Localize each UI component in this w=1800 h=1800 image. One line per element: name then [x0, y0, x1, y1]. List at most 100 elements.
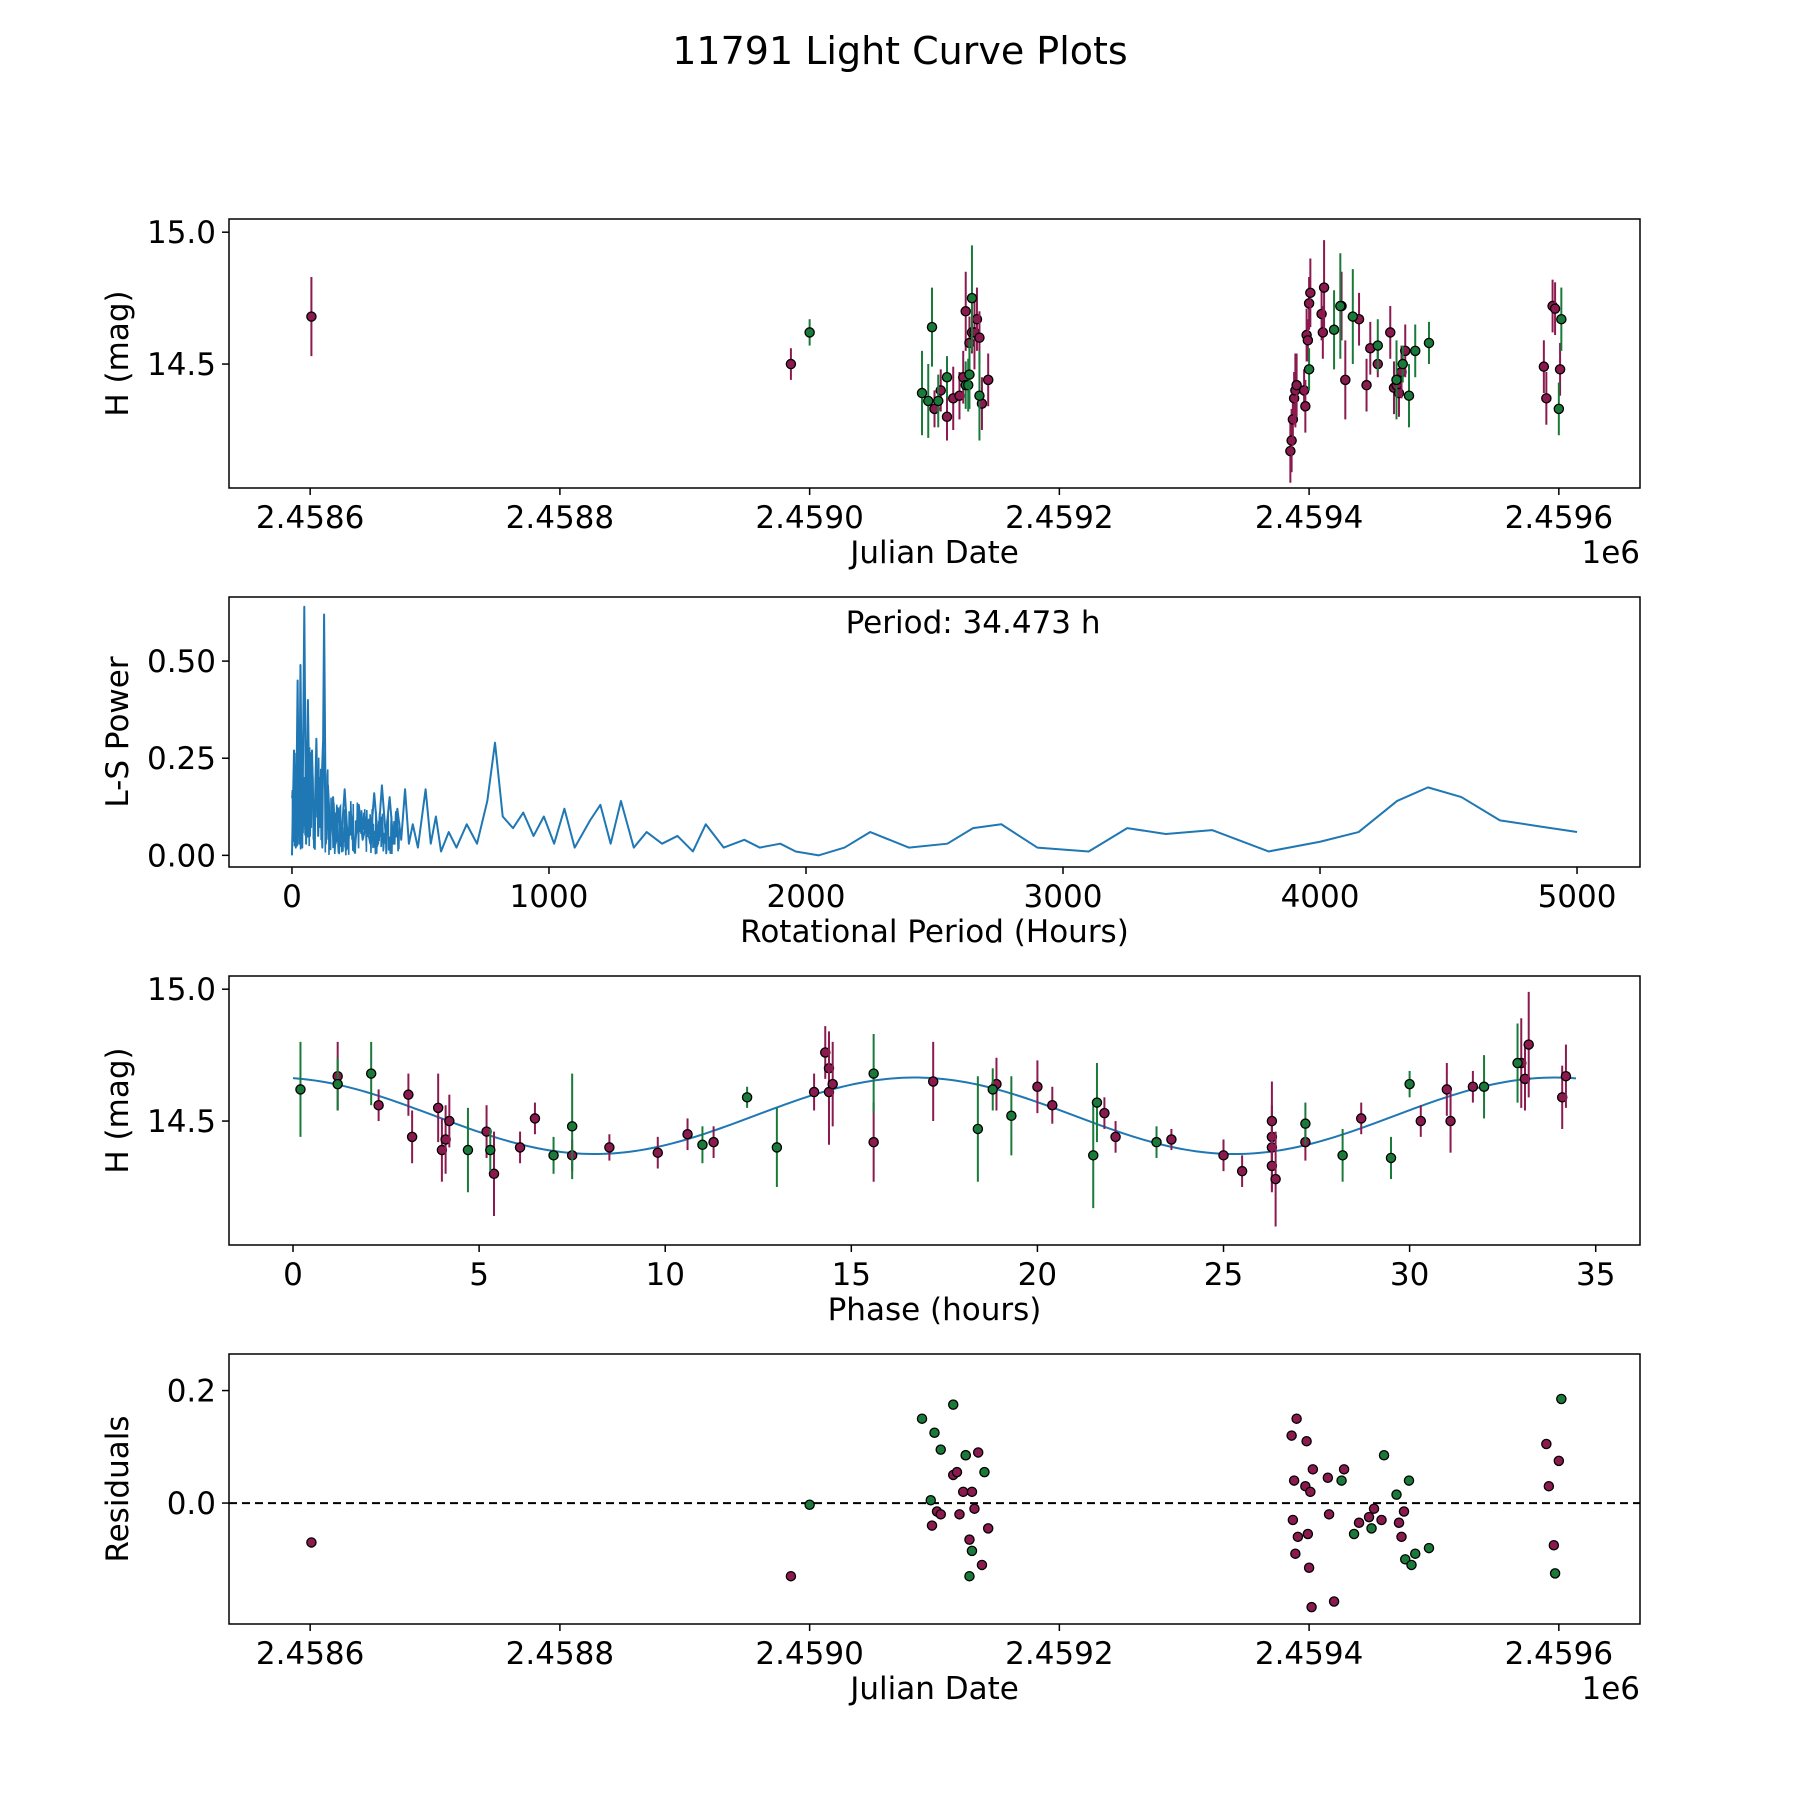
residuals-point: [1423, 1542, 1435, 1554]
phased-point: [485, 1144, 496, 1156]
phased-point: [1560, 1070, 1572, 1082]
lightcurve-point: [1291, 379, 1302, 391]
lightcurve-ylabel: H (mag): [100, 290, 136, 416]
lightcurve-point: [941, 411, 953, 423]
phased-point: [332, 1078, 343, 1090]
periodogram-xtick-label: 3000: [1024, 879, 1103, 915]
residuals-point: [935, 1444, 946, 1455]
periodogram-power-noise: [291, 740, 401, 856]
phased-xtick-label: 35: [1576, 1257, 1615, 1293]
periodogram-ytick-label: 0.50: [147, 644, 216, 680]
residuals-point: [1353, 1517, 1365, 1529]
residuals-point: [1406, 1559, 1417, 1571]
residuals-point: [957, 1486, 969, 1498]
phased-point: [1047, 1099, 1058, 1111]
lightcurve-ytick-label: 14.5: [147, 347, 216, 383]
phased-point: [1523, 1039, 1534, 1050]
residuals-xtick-label: 2.4586: [256, 1636, 364, 1672]
periodogram-xtick-label: 2000: [767, 879, 846, 915]
lightcurve-point: [1347, 311, 1359, 322]
periodogram-ytick-label: 0.25: [147, 741, 216, 777]
lightcurve-point: [1538, 361, 1550, 372]
residuals-ylabel: Residuals: [100, 1415, 136, 1562]
lightcurve-point: [1303, 364, 1315, 375]
lightcurve-point: [1391, 374, 1402, 386]
residuals-point: [966, 1486, 978, 1498]
residuals-point: [1548, 1540, 1560, 1551]
phased-xtick-label: 15: [832, 1257, 871, 1293]
phased-xtick-label: 0: [283, 1257, 303, 1293]
phased-xtick-label: 10: [645, 1257, 684, 1293]
lightcurve-point: [1554, 364, 1566, 375]
lightcurve-xtick-label: 2.4596: [1505, 500, 1613, 536]
phased-ylabel: H (mag): [100, 1047, 136, 1173]
phased-point: [1087, 1150, 1099, 1161]
residuals-point: [1366, 1523, 1377, 1534]
phased-point: [488, 1168, 500, 1180]
phased-point: [604, 1142, 615, 1153]
phased-panel: 0 5 10 15 20 25 30 35 14.5 15.0 Phase (hours) H (ma…: [100, 972, 1641, 1328]
residuals-point: [954, 1509, 965, 1520]
residuals-point: [960, 1450, 971, 1461]
phased-ytick-label: 15.0: [147, 972, 216, 1008]
residuals-point: [1409, 1548, 1421, 1559]
phased-point: [1445, 1115, 1456, 1127]
periodogram-period-annotation: Period: 34.473 h: [846, 605, 1101, 641]
residuals-point: [1396, 1531, 1407, 1543]
lightcurve-frame: [228, 218, 1641, 489]
residuals-point: [976, 1559, 988, 1571]
residuals-point: [1301, 1435, 1312, 1447]
phased-point: [529, 1113, 541, 1124]
residuals-point: [1305, 1486, 1316, 1498]
residuals-ytick-label: 0.2: [167, 1374, 216, 1410]
lightcurve-point: [923, 395, 934, 407]
residuals-point: [1290, 1548, 1301, 1559]
phased-xtick-label: 20: [1018, 1257, 1057, 1293]
phased-point: [1404, 1078, 1415, 1090]
phased-point: [868, 1136, 879, 1148]
lightcurve-point: [960, 306, 971, 317]
phased-frame: [228, 975, 1641, 1246]
residuals-xtick-label: 2.4588: [506, 1636, 614, 1672]
residuals-point: [1336, 1475, 1347, 1486]
residuals-point: [926, 1520, 938, 1531]
residuals-frame: [228, 1353, 1641, 1625]
lightcurve-xtick-label: 2.4588: [506, 500, 614, 536]
residuals-point: [947, 1399, 959, 1410]
phased-point: [1512, 1057, 1523, 1069]
lightcurve-point: [1553, 403, 1565, 415]
lightcurve-point: [941, 371, 953, 383]
lightcurve-point: [1556, 313, 1567, 325]
periodogram-panel: Period: 34.473 h 0 1000 2000 3000 4000 5000 0.0…: [100, 596, 1641, 950]
lightcurve-point: [1318, 282, 1330, 293]
phased-point: [1110, 1131, 1121, 1143]
residuals-point: [951, 1466, 963, 1478]
phased-point: [708, 1136, 719, 1148]
residuals-point: [979, 1466, 990, 1478]
residuals-point: [1393, 1517, 1405, 1529]
phased-point: [1467, 1081, 1479, 1093]
lightcurve-offset-label: 1e6: [1581, 535, 1640, 571]
residuals-point: [1323, 1509, 1335, 1520]
lightcurve-xtick-label: 2.4590: [755, 500, 863, 536]
residuals-xtick-label: 2.4590: [755, 1636, 863, 1672]
phased-point: [1266, 1115, 1278, 1127]
residuals-plot-area: [229, 1393, 1640, 1613]
phased-point: [403, 1089, 414, 1100]
phased-point: [548, 1150, 559, 1161]
residuals-point: [1286, 1430, 1297, 1441]
lightcurve-point: [1317, 327, 1329, 338]
lightcurve-point: [1403, 390, 1415, 401]
residuals-point: [916, 1413, 928, 1424]
residuals-point: [929, 1427, 940, 1439]
periodogram-ytick-label: 0.00: [147, 838, 216, 874]
lightcurve-point: [1549, 303, 1561, 314]
lightcurve-point: [1328, 324, 1340, 336]
phased-xtick-label: 25: [1204, 1257, 1243, 1293]
residuals-point: [925, 1495, 937, 1506]
phased-point: [741, 1092, 753, 1103]
lightcurve-xlabel: Julian Date: [848, 535, 1019, 571]
residuals-point: [964, 1570, 975, 1582]
lightcurve-point: [1298, 385, 1310, 396]
residuals-point: [1302, 1528, 1314, 1540]
